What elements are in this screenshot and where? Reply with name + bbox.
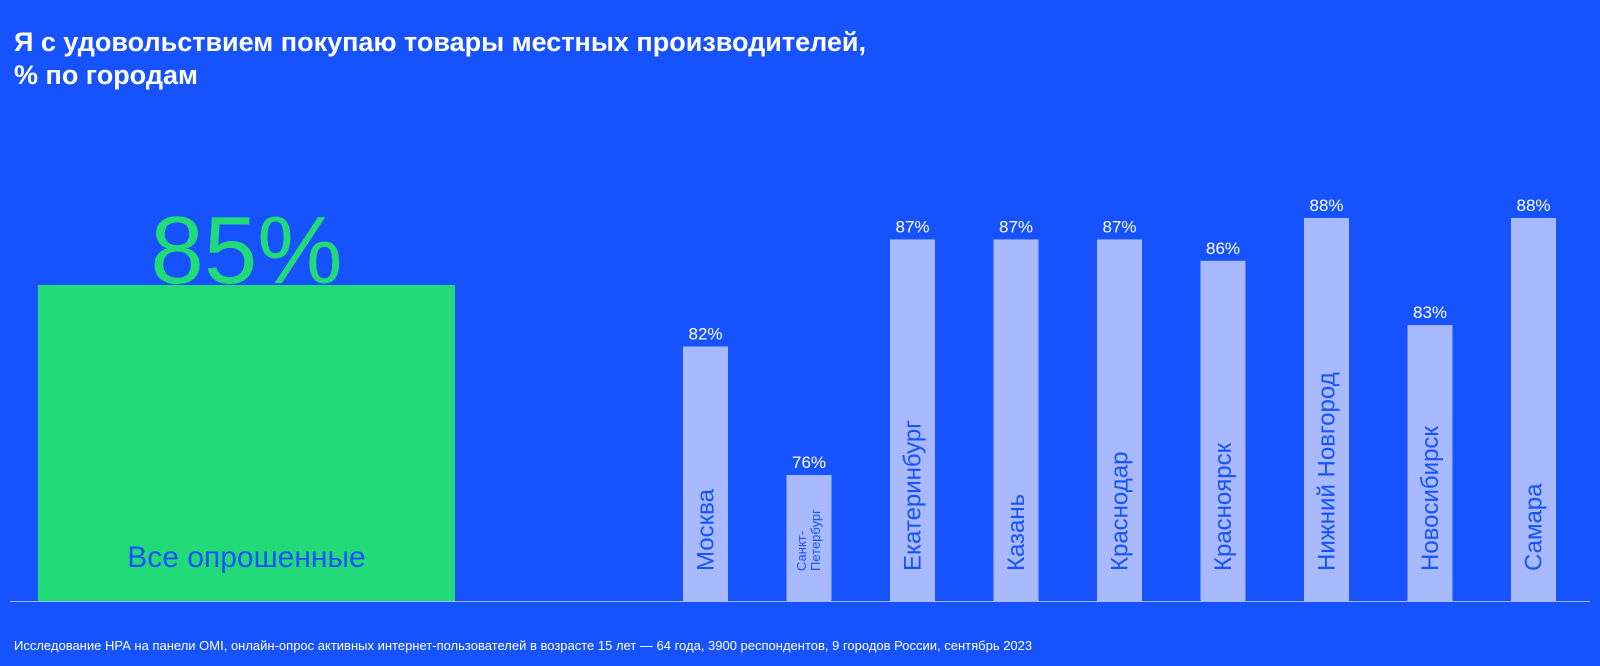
- bar-category-label: Красноярск: [1210, 442, 1237, 571]
- bar-value-label: 87%: [895, 217, 929, 236]
- bar-value-label: 87%: [999, 217, 1033, 236]
- bar-category-label-line: Санкт-: [794, 531, 809, 571]
- bar-category-label: Санкт-Петербург: [794, 509, 823, 571]
- bar-value-label: 83%: [1413, 303, 1447, 322]
- bar-value-label: 76%: [792, 453, 826, 472]
- bar-value-label: 88%: [1516, 196, 1550, 215]
- bar-category-label: Новосибирск: [1417, 426, 1444, 571]
- bar-category-label: Краснодар: [1107, 452, 1134, 571]
- city-bar: [1304, 218, 1349, 601]
- bar-value-label: 86%: [1206, 239, 1240, 258]
- city-bar: [890, 239, 935, 601]
- bar-category-label: Нижний Новгород: [1314, 372, 1341, 571]
- bar-value-label: 87%: [1102, 217, 1136, 236]
- total-respondents-bar: [38, 285, 455, 601]
- city-bar: [786, 475, 832, 601]
- chart-title: Я с удовольствием покупаю товары местных…: [14, 26, 866, 92]
- chart-title-line-1: Я с удовольствием покупаю товары местных…: [14, 27, 867, 57]
- bar-value-label: 88%: [1309, 196, 1343, 215]
- city-bar: [1200, 260, 1246, 601]
- bar-category-label: Казань: [1003, 494, 1030, 571]
- bar-category-label: Самара: [1521, 483, 1548, 571]
- footnote: Исследование НРА на панели OMI, онлайн-о…: [14, 638, 1033, 653]
- chart-title-line-2: % по городам: [14, 60, 198, 90]
- bar-category-label: Москва: [693, 488, 720, 571]
- city-bar: [1097, 239, 1142, 601]
- city-bar: [1511, 218, 1556, 601]
- city-bar: [1407, 325, 1453, 601]
- total-value-label: 85%: [150, 197, 343, 304]
- bar-category-label-line: Петербург: [808, 509, 823, 571]
- city-bar: [993, 239, 1039, 601]
- bar-category-label: Екатеринбург: [900, 420, 927, 571]
- city-bar: [683, 346, 728, 601]
- bar-value-label: 82%: [688, 325, 722, 344]
- total-category-label: Все опрошенные: [127, 541, 366, 574]
